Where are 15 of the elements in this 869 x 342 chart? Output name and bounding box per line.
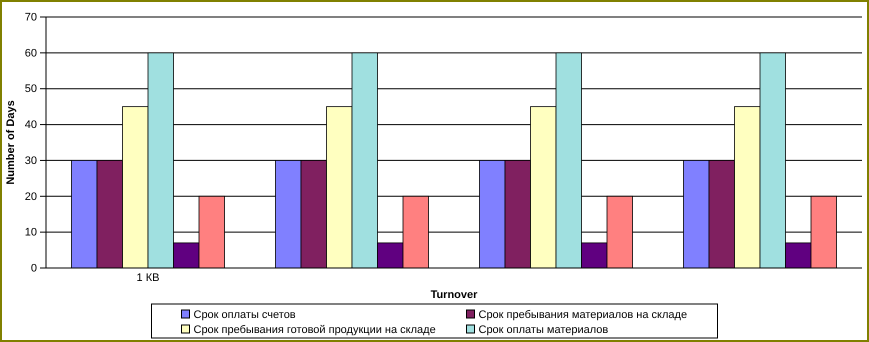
y-tick-label: 40	[24, 119, 37, 132]
y-tick-label: 20	[24, 190, 37, 203]
x-tick-label: 1 КВ	[136, 272, 160, 284]
legend-label: Срок оплаты материалов	[478, 324, 608, 336]
y-tick-label: 30	[24, 154, 37, 167]
y-tick-label: 10	[24, 226, 37, 239]
legend-label: Срок пребывания материалов на складе	[478, 309, 688, 321]
y-tick-label: 60	[24, 47, 37, 60]
legend-label: Срок оплаты счетов	[194, 309, 296, 321]
y-tick-label: 50	[24, 83, 37, 96]
y-tick-label: 70	[24, 12, 37, 24]
legend-label: Срок пребывания готовой продукции на складе	[194, 324, 436, 336]
y-axis-title: Number of Days	[5, 100, 17, 185]
x-axis-title: Turnover	[430, 289, 478, 301]
y-tick-label: 0	[30, 262, 37, 275]
